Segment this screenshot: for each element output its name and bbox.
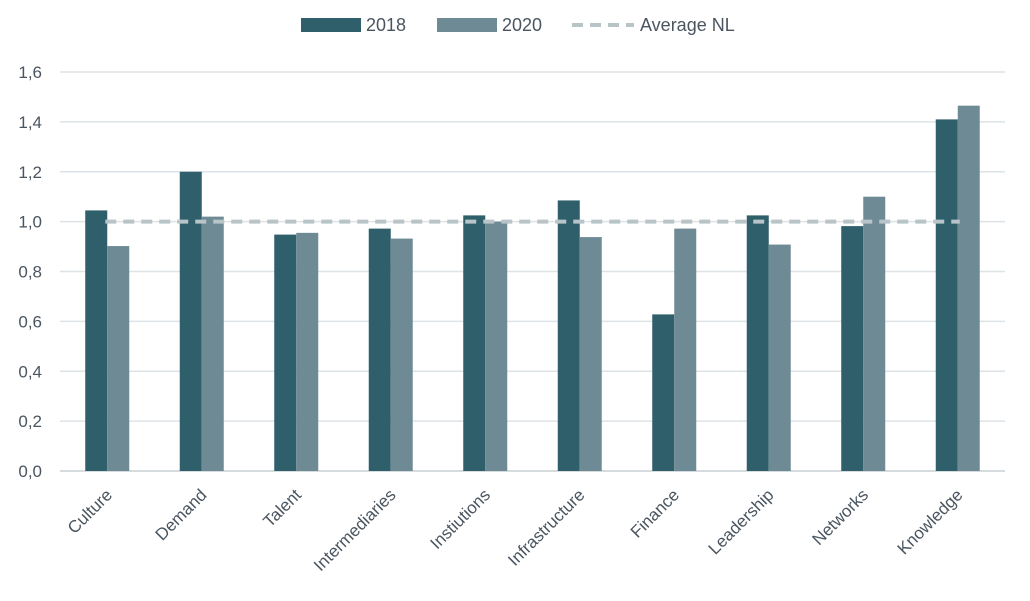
x-axis-labels: Culture Demand Talent Intermediaries Instiut… <box>64 485 967 575</box>
category-label: Leadership <box>705 485 778 558</box>
bars <box>85 105 980 472</box>
y-tick-label: 1,4 <box>18 113 42 132</box>
bar-2020-knowledge <box>957 105 980 472</box>
bar-2020-intermediaries <box>390 238 413 471</box>
legend-swatch <box>437 18 497 32</box>
y-tick-label: 0,8 <box>18 263 42 282</box>
category-label: Finance <box>627 485 683 541</box>
bar-2018-leadership <box>746 215 769 471</box>
category-label: Networks <box>809 485 873 549</box>
bar-2018-culture <box>85 210 108 471</box>
bar-2018-finance <box>652 314 675 471</box>
legend-label: 2020 <box>502 15 542 35</box>
category-label: Intermediaries <box>310 485 400 575</box>
y-tick-label: 0,6 <box>18 312 42 331</box>
legend-2018: 2018 <box>301 15 406 35</box>
bar-2020-networks <box>863 196 886 471</box>
legend-average-nl: Average NL <box>572 15 735 35</box>
y-tick-label: 0,2 <box>18 412 42 431</box>
bar-2018-talent <box>274 234 297 471</box>
y-tick-label: 0,0 <box>18 462 42 481</box>
bar-2018-instiutions <box>463 215 486 471</box>
category-label: Talent <box>260 485 306 531</box>
category-label: Demand <box>152 485 211 544</box>
bar-2018-intermediaries <box>368 228 391 471</box>
y-tick-label: 0,4 <box>18 362 42 381</box>
legend-2020: 2020 <box>437 15 542 35</box>
bar-2018-infrastructure <box>557 200 580 471</box>
bar-2020-leadership <box>768 244 791 471</box>
bar-2020-infrastructure <box>579 237 602 471</box>
bar-2020-demand <box>201 216 224 471</box>
legend: 2018 2020 Average NL <box>301 15 735 35</box>
bar-2020-finance <box>674 228 697 471</box>
bar-2018-knowledge <box>935 119 958 471</box>
y-axis-ticks: 0,0 0,2 0,4 0,6 0,8 1,0 1,2 1,4 1,6 <box>18 63 42 481</box>
category-label: Infrastructure <box>504 485 588 569</box>
bar-2018-networks <box>841 226 864 471</box>
legend-swatch <box>301 18 361 32</box>
bar-2020-talent <box>296 232 319 471</box>
category-label: Knowledge <box>894 485 967 558</box>
legend-label: Average NL <box>640 15 735 35</box>
legend-label: 2018 <box>366 15 406 35</box>
category-label: Instiutions <box>427 485 495 553</box>
category-label: Culture <box>64 485 116 537</box>
y-tick-label: 1,6 <box>18 63 42 82</box>
y-tick-label: 1,2 <box>18 163 42 182</box>
bar-2020-culture <box>107 246 130 471</box>
bar-2020-instiutions <box>485 221 508 471</box>
y-tick-label: 1,0 <box>18 213 42 232</box>
bar-2018-demand <box>179 171 202 471</box>
